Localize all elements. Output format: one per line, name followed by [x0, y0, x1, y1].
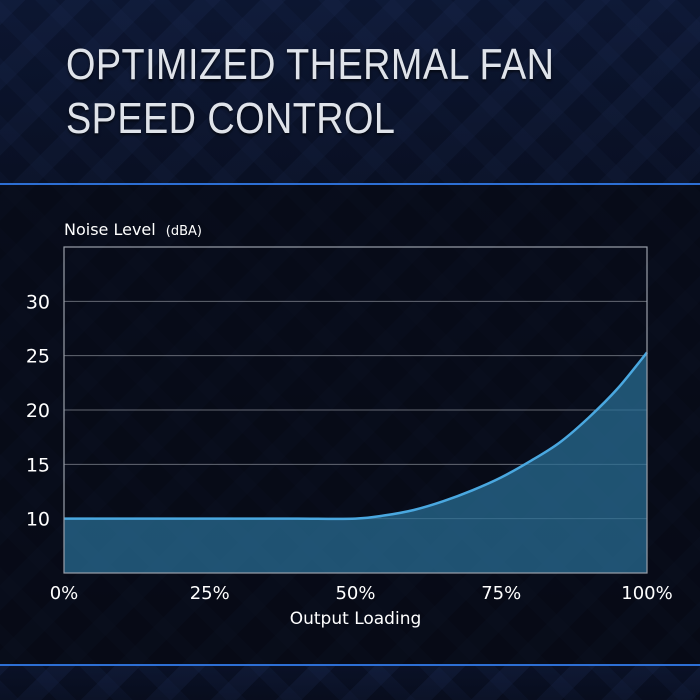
x-tick-label: 75%	[481, 583, 521, 604]
y-tick-labels: 10 15 20 25 30	[26, 291, 50, 530]
plot-frame	[63, 246, 648, 574]
y-axis-label-unit: (dBA)	[166, 224, 202, 239]
y-tick-label: 15	[26, 454, 50, 476]
area-fill	[64, 352, 647, 573]
x-tick-label: 25%	[190, 583, 230, 604]
y-tick-label: 20	[26, 400, 50, 422]
series-line	[64, 351, 648, 521]
x-tick-label: 50%	[335, 583, 375, 604]
y-tick-label: 30	[26, 291, 50, 313]
page-title: OPTIMIZED THERMAL FAN SPEED CONTROL	[66, 40, 555, 143]
top-divider	[0, 183, 700, 185]
bottom-band	[0, 666, 700, 700]
x-tick-labels: 0% 25% 50% 75% 100%	[50, 583, 673, 604]
y-axis-label-text: Noise Level	[64, 220, 156, 239]
y-tick-label: 10	[26, 509, 50, 531]
header-band	[0, 0, 700, 183]
bottom-divider	[0, 664, 700, 666]
y-tick-label: 25	[26, 346, 50, 368]
x-tick-label: 100%	[621, 583, 672, 604]
y-axis-label: Noise Level (dBA)	[64, 220, 202, 239]
x-tick-label: 0%	[50, 583, 79, 604]
x-axis-label: Output Loading	[290, 609, 422, 629]
